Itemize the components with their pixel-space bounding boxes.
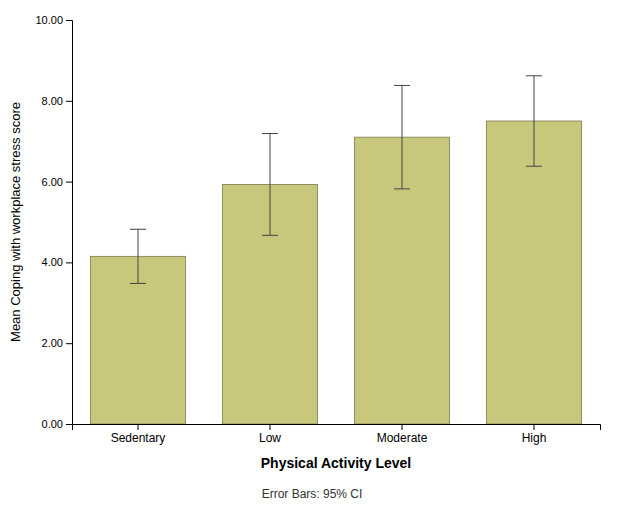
- chart-root: 0.00 2.00 4.00 6.00 8.00 10.00 Sedentary Low Mod…: [0, 0, 624, 508]
- footnote: Error Bars: 95% CI: [262, 487, 363, 501]
- tick-label: Low: [259, 431, 281, 445]
- tick-mark: [66, 343, 72, 344]
- error-cap-upper: [130, 229, 146, 230]
- x-axis-label: Physical Activity Level: [261, 455, 411, 471]
- tick-mark: [402, 424, 403, 430]
- error-whisker: [402, 85, 403, 188]
- y-axis: 0.00 2.00 4.00 6.00 8.00 10.00: [35, 14, 72, 430]
- tick-mark: [66, 182, 72, 183]
- tick-mark: [66, 424, 72, 425]
- error-cap-lower: [130, 283, 146, 284]
- x-tick: High: [522, 424, 547, 445]
- error-whisker: [138, 229, 139, 283]
- tick-mark: [270, 424, 271, 430]
- axis-domain: [73, 425, 601, 431]
- y-tick: 2.00: [42, 337, 72, 349]
- y-axis-label: Mean Coping with workplace stress score: [8, 102, 23, 342]
- error-bar: [262, 134, 278, 236]
- marks: [90, 76, 581, 424]
- error-bar: [526, 76, 542, 166]
- tick-label: 10.00: [35, 14, 63, 26]
- y-tick: 8.00: [42, 95, 72, 107]
- tick-mark: [66, 101, 72, 102]
- x-tick: Low: [259, 424, 281, 445]
- tick-label: Sedentary: [111, 431, 166, 445]
- y-tick: 0.00: [42, 418, 72, 430]
- y-tick: 6.00: [42, 176, 72, 188]
- y-tick: 4.00: [42, 256, 72, 268]
- axis-domain: [66, 21, 73, 425]
- error-cap-lower: [526, 166, 542, 167]
- tick-label: High: [522, 431, 547, 445]
- tick-mark: [66, 262, 72, 263]
- error-bar: [394, 85, 410, 188]
- error-whisker: [270, 134, 271, 236]
- x-tick: Moderate: [377, 424, 428, 445]
- error-cap-upper: [526, 75, 542, 76]
- tick-mark: [66, 20, 72, 21]
- tick-mark: [138, 424, 139, 430]
- error-cap-lower: [262, 235, 278, 236]
- tick-label: Moderate: [377, 431, 428, 445]
- tick-label: 0.00: [42, 418, 63, 430]
- error-bar: [130, 229, 146, 283]
- tick-mark: [534, 424, 535, 430]
- plot-area: 0.00 2.00 4.00 6.00 8.00 10.00 Sedentary Low Mod…: [35, 14, 600, 445]
- x-axis: Sedentary Low Moderate High: [73, 424, 601, 445]
- error-cap-upper: [262, 133, 278, 134]
- bar: [486, 121, 581, 424]
- tick-label: 8.00: [42, 95, 63, 107]
- x-tick: Sedentary: [111, 424, 166, 445]
- tick-label: 6.00: [42, 176, 63, 188]
- error-cap-upper: [394, 85, 410, 86]
- tick-label: 2.00: [42, 337, 63, 349]
- y-tick: 10.00: [35, 14, 72, 26]
- error-cap-lower: [394, 188, 410, 189]
- error-whisker: [534, 76, 535, 166]
- tick-label: 4.00: [42, 256, 63, 268]
